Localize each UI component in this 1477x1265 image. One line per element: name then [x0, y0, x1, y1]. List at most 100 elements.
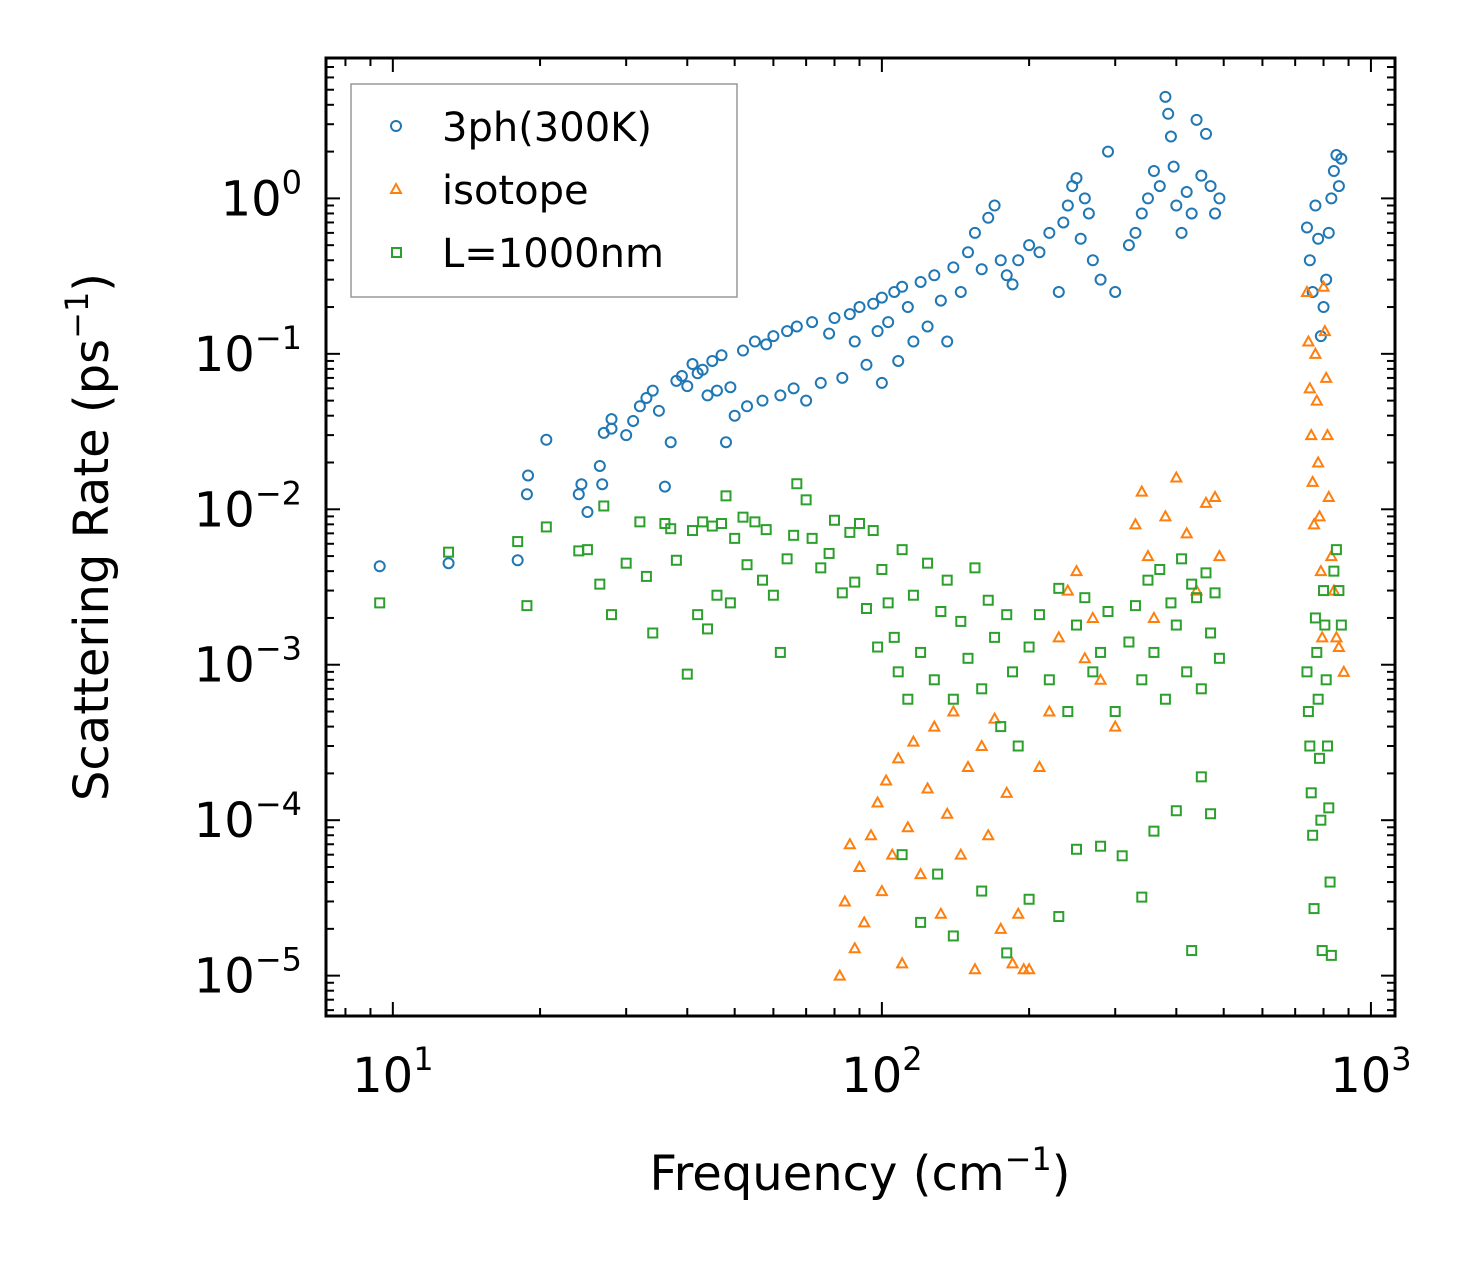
- point-l1000nm: [1148, 646, 1160, 658]
- point-3ph: [853, 301, 866, 314]
- point-isotope: [1316, 279, 1331, 292]
- point-3ph: [701, 389, 714, 402]
- point-isotope: [1304, 428, 1318, 441]
- point-l1000nm: [374, 597, 386, 609]
- point-isotope: [875, 884, 889, 897]
- point-l1000nm: [1136, 674, 1148, 686]
- point-3ph: [1335, 152, 1348, 165]
- point-l1000nm: [647, 627, 659, 639]
- point-l1000nm: [1205, 808, 1217, 820]
- point-3ph: [1043, 226, 1056, 239]
- point-3ph: [646, 384, 659, 397]
- x-tick-label: 103: [1330, 1040, 1411, 1104]
- point-l1000nm: [724, 597, 736, 609]
- point-3ph: [658, 480, 671, 493]
- point-3ph: [373, 560, 386, 573]
- point-l1000nm: [915, 916, 927, 928]
- legend-label-isotope: isotope: [442, 168, 589, 214]
- point-3ph: [1109, 285, 1122, 298]
- point-isotope: [901, 820, 915, 833]
- point-isotope: [940, 806, 954, 819]
- point-isotope: [1078, 651, 1092, 664]
- point-3ph: [706, 354, 719, 367]
- point-l1000nm: [1129, 600, 1141, 612]
- point-l1000nm: [935, 606, 947, 618]
- point-l1000nm: [872, 641, 884, 653]
- point-l1000nm: [902, 693, 914, 705]
- point-l1000nm: [665, 523, 677, 535]
- point-isotope: [1307, 517, 1321, 530]
- point-3ph: [675, 370, 688, 383]
- point-l1000nm: [922, 557, 934, 569]
- point-isotope: [927, 719, 942, 732]
- point-3ph: [627, 414, 640, 427]
- point-l1000nm: [1333, 585, 1345, 597]
- point-3ph: [1135, 207, 1148, 220]
- point-3ph: [1052, 285, 1065, 298]
- legend-marker-3ph: [390, 120, 402, 132]
- point-l1000nm: [888, 631, 900, 643]
- point-l1000nm: [1308, 903, 1320, 915]
- point-l1000nm: [823, 547, 835, 559]
- point-l1000nm: [1170, 619, 1182, 631]
- point-3ph: [941, 335, 954, 348]
- point-3ph: [1185, 207, 1198, 220]
- point-l1000nm: [1315, 814, 1327, 826]
- point-l1000nm: [1195, 771, 1207, 783]
- point-isotope: [913, 867, 928, 880]
- point-l1000nm: [1116, 850, 1128, 862]
- point-3ph: [982, 211, 995, 224]
- point-3ph: [843, 308, 856, 321]
- point-isotope: [1322, 489, 1336, 502]
- point-3ph: [1300, 221, 1313, 234]
- point-3ph: [1102, 145, 1115, 158]
- point-isotope: [1061, 583, 1075, 596]
- point-l1000nm: [594, 578, 606, 590]
- point-l1000nm: [882, 597, 894, 609]
- point-3ph: [1070, 172, 1083, 185]
- point-l1000nm: [540, 521, 552, 533]
- point-3ph: [1213, 192, 1226, 205]
- point-isotope: [1093, 672, 1108, 685]
- point-l1000nm: [774, 646, 786, 658]
- point-l1000nm: [741, 559, 753, 571]
- point-l1000nm: [443, 546, 455, 558]
- point-3ph: [1159, 90, 1172, 103]
- point-3ph: [1122, 239, 1135, 252]
- x-tick-label: 101: [352, 1040, 433, 1104]
- x-tick-label: 102: [841, 1040, 922, 1104]
- point-3ph: [724, 381, 737, 394]
- point-l1000nm: [1165, 597, 1177, 609]
- point-l1000nm: [800, 494, 812, 506]
- point-l1000nm: [892, 666, 904, 678]
- point-l1000nm: [581, 544, 593, 556]
- point-3ph: [1195, 169, 1208, 182]
- point-3ph: [748, 335, 761, 348]
- point-isotope: [1086, 610, 1100, 623]
- point-l1000nm: [1062, 706, 1074, 718]
- point-l1000nm: [1335, 619, 1347, 631]
- point-l1000nm: [711, 589, 723, 601]
- plot-points: [373, 90, 1351, 981]
- point-l1000nm: [670, 554, 682, 566]
- point-isotope: [1308, 346, 1323, 359]
- point-isotope: [961, 759, 975, 772]
- point-isotope: [1318, 324, 1332, 337]
- point-isotope: [1329, 630, 1344, 643]
- point-l1000nm: [1087, 666, 1099, 678]
- point-3ph: [781, 325, 794, 338]
- point-l1000nm: [932, 868, 944, 880]
- point-3ph: [914, 275, 927, 288]
- point-l1000nm: [521, 600, 533, 612]
- point-3ph: [581, 506, 594, 519]
- point-3ph: [994, 254, 1007, 267]
- point-isotope: [987, 711, 1002, 724]
- point-l1000nm: [1200, 567, 1212, 579]
- point-3ph: [871, 325, 884, 338]
- point-l1000nm: [687, 525, 699, 537]
- point-3ph: [522, 469, 535, 482]
- point-l1000nm: [969, 562, 981, 574]
- point-3ph: [1012, 254, 1025, 267]
- legend: 3ph(300K) isotope L=1000nm: [350, 83, 738, 298]
- point-3ph: [1325, 192, 1338, 205]
